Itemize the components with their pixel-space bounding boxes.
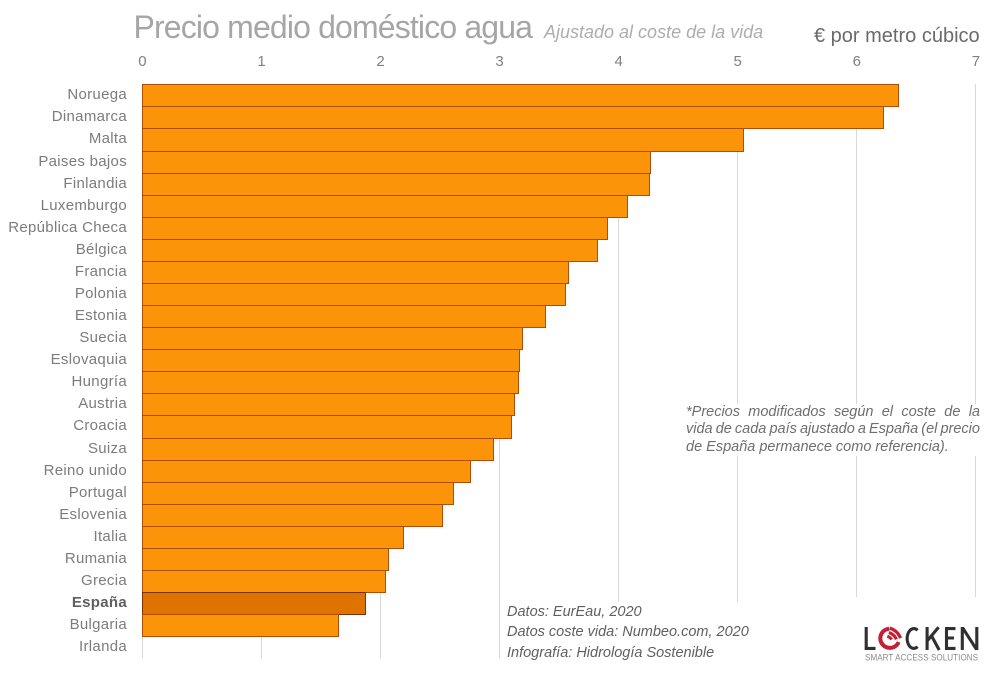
svg-text:SMART ACCESS SOLUTIONS: SMART ACCESS SOLUTIONS — [865, 652, 978, 663]
